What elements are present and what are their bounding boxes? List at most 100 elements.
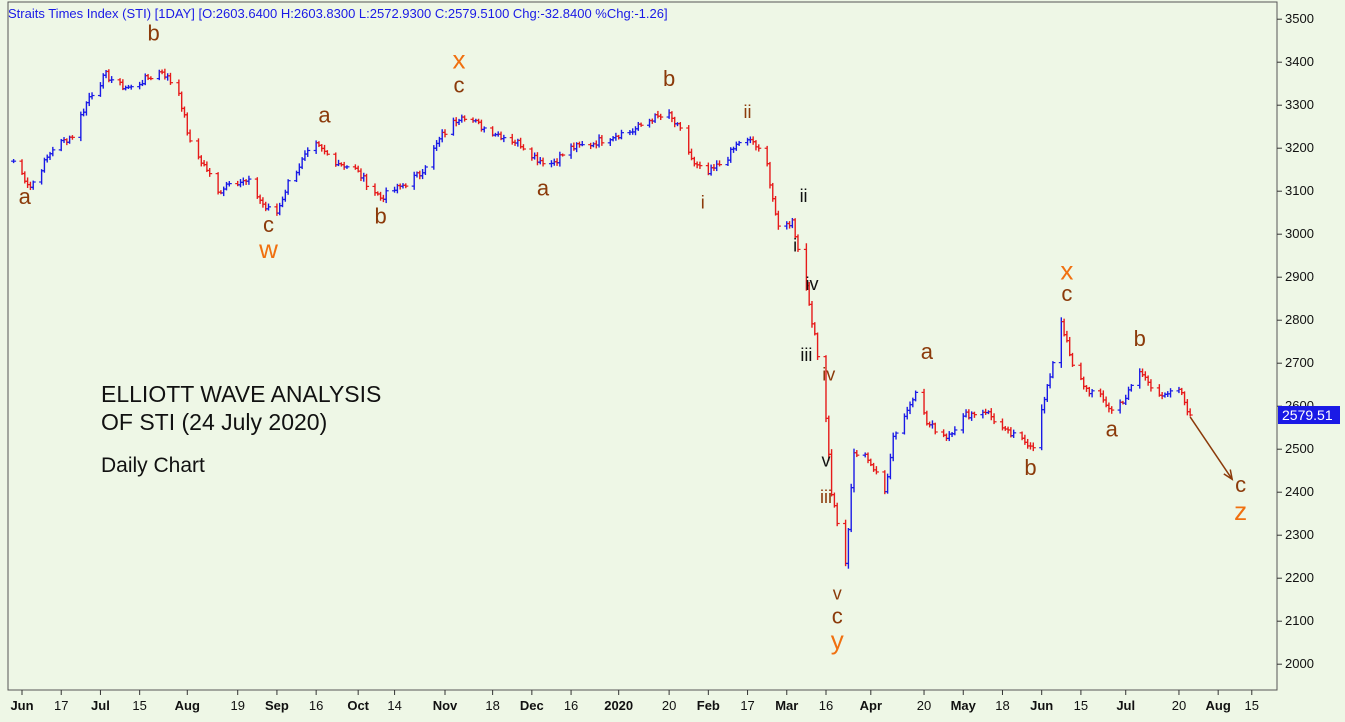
x-tick-label: 2020: [604, 698, 633, 713]
wave-label: ii: [800, 186, 808, 206]
price-bar: [1128, 384, 1134, 392]
wave-label: i: [701, 192, 705, 212]
price-bar: [775, 210, 781, 230]
x-tick-label: Nov: [433, 698, 458, 713]
plot-background: [7, 1, 1278, 691]
y-tick-label: 3200: [1285, 140, 1314, 155]
x-tick-label: Jul: [1116, 698, 1135, 713]
price-bar: [50, 146, 56, 157]
y-tick-label: 3000: [1285, 226, 1314, 241]
x-tick-label: Apr: [860, 698, 882, 713]
x-tick-label: 18: [485, 698, 499, 713]
x-tick-label: 15: [132, 698, 146, 713]
x-tick-label: Jun: [10, 698, 33, 713]
projection-arrowhead: [1223, 469, 1234, 481]
y-axis: 2000210022002300240025002600270028002900…: [1277, 11, 1340, 671]
x-axis: Jun 17 Jul 15 Aug 19 Sep 16 Oct 14 Nov 18 Dec 16 2020 2…: [10, 690, 1259, 713]
price-bars: [11, 68, 1193, 569]
price-bar: [736, 140, 742, 146]
wave-label: a: [1106, 416, 1119, 441]
price-bar: [266, 203, 272, 211]
y-tick-label: 2200: [1285, 570, 1314, 585]
wave-label: a: [921, 339, 934, 364]
x-tick-label: Oct: [347, 698, 369, 713]
price-bar: [579, 141, 585, 147]
wave-label: iv: [805, 274, 818, 294]
price-bar: [1050, 361, 1056, 379]
y-tick-label: 2100: [1285, 613, 1314, 628]
price-bar: [128, 84, 134, 90]
price-bar: [913, 390, 919, 402]
x-tick-label: Jun: [1030, 698, 1053, 713]
notes-line3: Daily Chart: [101, 454, 205, 477]
price-bar: [422, 165, 428, 176]
wave-label: a: [537, 176, 550, 201]
price-bar: [1030, 442, 1036, 452]
wave-label: c: [454, 72, 465, 97]
price-bar: [1011, 429, 1017, 438]
price-bar: [540, 157, 546, 167]
price-bar: [481, 126, 487, 133]
last-price-label: 2579.51: [1282, 407, 1333, 423]
x-tick-label: 17: [54, 698, 68, 713]
wave-label: c: [1061, 281, 1072, 306]
wave-label: a: [19, 184, 32, 209]
chart-header: Straits Times Index (STI) [1DAY] [O:2603…: [8, 6, 668, 21]
price-bar: [658, 113, 664, 121]
projection-arrow: [1189, 416, 1234, 481]
price-bar: [207, 168, 213, 177]
wave-label: w: [258, 234, 278, 264]
price-bar: [305, 147, 311, 157]
price-bar: [599, 135, 605, 146]
x-tick-label: Sep: [265, 698, 289, 713]
x-tick-label: 20: [1172, 698, 1186, 713]
price-bar: [677, 122, 683, 131]
y-tick-label: 2400: [1285, 484, 1314, 499]
x-tick-label: 18: [995, 698, 1009, 713]
price-bar: [1109, 406, 1115, 414]
x-tick-label: 20: [662, 698, 676, 713]
price-bar: [1168, 388, 1174, 398]
wave-label: c: [263, 212, 274, 237]
x-tick-label: 14: [387, 698, 401, 713]
wave-label: b: [663, 66, 675, 91]
projection-line: [1189, 416, 1233, 480]
price-bar: [442, 129, 448, 138]
price-bar: [893, 431, 899, 440]
price-bar: [383, 187, 389, 204]
wave-label: iv: [822, 364, 835, 384]
wave-label: x: [453, 45, 466, 75]
x-tick-label: 17: [740, 698, 754, 713]
x-tick-label: 15: [1245, 698, 1259, 713]
price-bar: [364, 173, 370, 190]
price-bar: [952, 426, 958, 436]
wave-label: c: [1235, 472, 1246, 497]
wave-label: v: [833, 584, 842, 604]
price-bar: [638, 122, 644, 127]
x-tick-label: Jul: [91, 698, 110, 713]
price-bar: [462, 115, 468, 122]
price-bar: [560, 153, 566, 157]
price-bar: [971, 411, 977, 418]
wave-label: b: [1134, 326, 1146, 351]
x-tick-label: 19: [230, 698, 244, 713]
price-bar: [697, 161, 703, 169]
price-bar: [89, 92, 95, 100]
wave-label: i: [793, 235, 797, 255]
price-bar: [1148, 379, 1154, 392]
y-tick-label: 2900: [1285, 269, 1314, 284]
price-bar: [11, 158, 17, 164]
x-tick-label: 20: [917, 698, 931, 713]
x-tick-label: May: [951, 698, 977, 713]
price-bar: [520, 144, 526, 151]
price-bar: [324, 150, 330, 156]
wave-label: b: [148, 21, 160, 46]
wave-label: v: [821, 450, 830, 470]
price-bar: [403, 183, 409, 189]
last-price-box: [1278, 406, 1340, 425]
price-bar: [1089, 388, 1095, 398]
price-bar: [30, 180, 36, 190]
price-bar: [187, 129, 193, 143]
